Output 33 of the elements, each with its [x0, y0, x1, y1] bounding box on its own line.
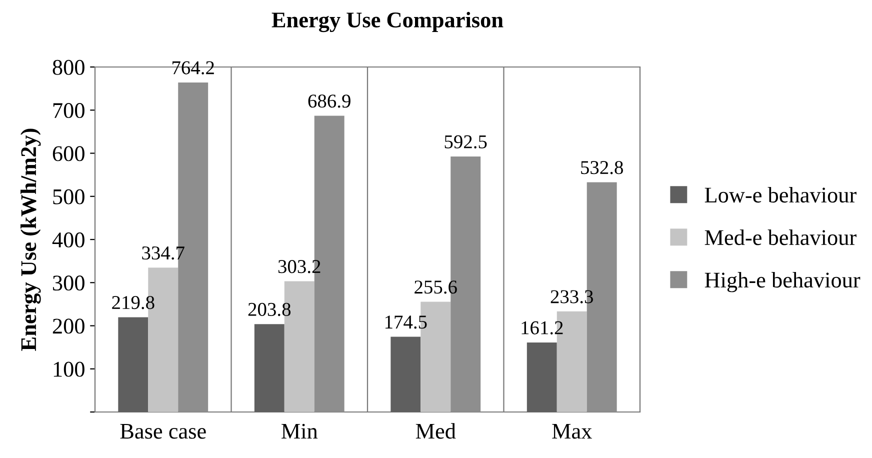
- chart-title: Energy Use Comparison: [272, 12, 504, 32]
- data-label: 303.2: [278, 260, 320, 274]
- y-axis-title: Energy Use (kWh/m2y): [20, 128, 41, 351]
- data-label: 233.3: [550, 290, 593, 304]
- data-label: 686.9: [308, 94, 350, 108]
- legend-label: Med-e behaviour: [704, 229, 856, 246]
- y-tick-label: 300: [53, 276, 84, 291]
- data-label: 764.2: [172, 61, 214, 74]
- y-tick-label: 600: [52, 146, 84, 162]
- y-tick-label: 800: [52, 60, 84, 75]
- data-label: 174.5: [385, 316, 427, 329]
- legend-label: High-e behaviour: [704, 272, 860, 292]
- data-label: 161.2: [522, 321, 563, 334]
- data-label: 219.8: [112, 296, 154, 310]
- bar: [526, 342, 557, 412]
- data-label: 255.6: [414, 280, 457, 294]
- legend-label: Low-e behaviour: [704, 186, 856, 203]
- x-tick-label: Med: [416, 423, 456, 439]
- data-label: 532.8: [581, 160, 623, 174]
- x-tick-label: Max: [552, 424, 592, 439]
- y-tick-label: 200: [52, 318, 84, 334]
- data-label: 592.5: [444, 135, 487, 148]
- y-tick-label: 700: [53, 103, 84, 118]
- y-tick-label: 100: [54, 362, 84, 377]
- y-tick-label: 400: [52, 232, 84, 248]
- data-label: 334.7: [142, 246, 184, 260]
- x-tick-label: Base case: [120, 424, 206, 439]
- bar: [118, 317, 148, 412]
- x-tick-label: Min: [281, 424, 318, 439]
- data-label: 203.8: [248, 302, 291, 316]
- bar: [390, 336, 421, 412]
- bar: [254, 324, 284, 412]
- y-tick-label: 500: [53, 189, 84, 204]
